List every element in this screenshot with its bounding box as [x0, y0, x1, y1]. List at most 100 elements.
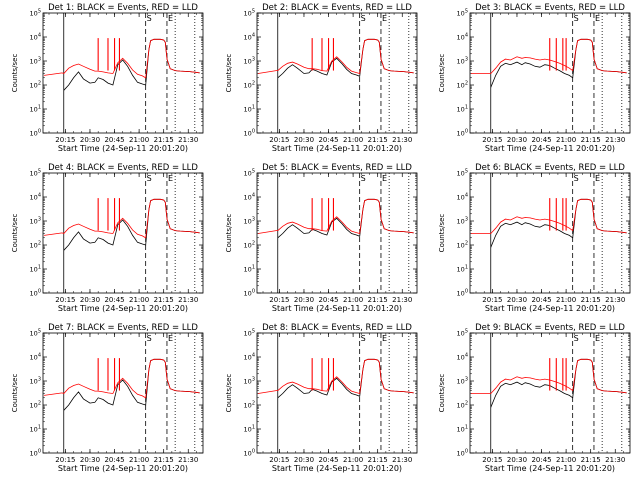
x-tick-label: 20:30: [294, 456, 314, 464]
marker-label-s: S: [147, 334, 152, 343]
plot-frame: [256, 12, 418, 134]
marker-label-e: E: [168, 14, 173, 23]
x-tick-label: 20:45: [318, 136, 338, 144]
marker-label-e: E: [595, 14, 600, 23]
x-tick-label: 20:15: [55, 296, 75, 304]
lld-series-line: [44, 198, 200, 239]
x-tick-label: 20:15: [482, 296, 502, 304]
lld-series-line: [471, 198, 627, 234]
chart-panel: Det 1: BLACK = Events, RED = LLD 100 101 10…: [11, 3, 204, 153]
y-tick-label: 102: [30, 81, 41, 90]
x-tick-label: 21:30: [178, 136, 198, 144]
x-tick-label: 20:45: [318, 296, 338, 304]
y-tick-label: 105: [244, 329, 255, 338]
chart-title: Det 9: BLACK = Events, RED = LLD: [475, 323, 625, 333]
x-tick-label: 20:45: [104, 136, 124, 144]
y-tick-label: 104: [30, 193, 41, 202]
y-tick-label: 100: [244, 129, 255, 138]
x-tick-label: 20:30: [507, 456, 527, 464]
chart-panel: Det 8: BLACK = Events, RED = LLD 100 101 10…: [225, 323, 418, 473]
y-tick-label: 101: [30, 105, 41, 114]
y-tick-label: 102: [30, 241, 41, 250]
y-tick-label: 100: [457, 449, 468, 458]
x-axis-label: Start Time (24-Sep-11 20:01:20): [58, 144, 188, 153]
y-axis-label: Counts/sec: [11, 214, 19, 253]
y-tick-label: 103: [30, 57, 41, 66]
chart-title: Det 6: BLACK = Events, RED = LLD: [475, 163, 625, 173]
marker-label-s: S: [361, 174, 366, 183]
x-tick-label: 21:15: [368, 456, 388, 464]
y-tick-label: 105: [30, 169, 41, 178]
y-tick-label: 103: [244, 217, 255, 226]
y-axis-label: Counts/sec: [225, 374, 233, 413]
x-tick-label: 20:15: [269, 136, 289, 144]
y-tick-label: 103: [457, 217, 468, 226]
x-axis-label: Start Time (24-Sep-11 20:01:20): [485, 304, 615, 313]
y-tick-label: 103: [457, 57, 468, 66]
marker-label-s: S: [574, 334, 579, 343]
chart-panel: Det 5: BLACK = Events, RED = LLD 100 101 10…: [225, 163, 418, 313]
x-tick-label: 21:30: [392, 136, 412, 144]
y-tick-label: 104: [244, 33, 255, 42]
y-tick-label: 104: [457, 33, 468, 42]
x-tick-label: 20:45: [104, 296, 124, 304]
x-axis-label: Start Time (24-Sep-11 20:01:20): [58, 464, 188, 473]
y-tick-label: 101: [457, 425, 468, 434]
x-tick-label: 21:15: [154, 136, 174, 144]
plot-frame: [469, 172, 631, 294]
lld-series-line: [471, 38, 627, 74]
chart-title: Det 8: BLACK = Events, RED = LLD: [262, 323, 412, 333]
x-tick-label: 21:30: [605, 456, 625, 464]
x-tick-label: 21:00: [129, 296, 149, 304]
x-tick-label: 21:15: [581, 456, 601, 464]
chart-title: Det 4: BLACK = Events, RED = LLD: [48, 163, 198, 173]
y-tick-label: 100: [30, 289, 41, 298]
y-tick-label: 100: [244, 449, 255, 458]
y-tick-label: 102: [244, 401, 255, 410]
y-tick-label: 101: [457, 265, 468, 274]
y-tick-label: 104: [244, 193, 255, 202]
y-tick-label: 102: [244, 81, 255, 90]
x-tick-label: 21:30: [392, 296, 412, 304]
chart-panel: Det 4: BLACK = Events, RED = LLD 100 101 10…: [11, 163, 204, 313]
x-tick-label: 20:15: [269, 296, 289, 304]
y-tick-label: 101: [244, 425, 255, 434]
y-tick-label: 102: [244, 241, 255, 250]
x-tick-label: 20:45: [104, 456, 124, 464]
lld-series-line: [44, 358, 200, 399]
chart-title: Det 5: BLACK = Events, RED = LLD: [262, 163, 412, 173]
x-axis-label: Start Time (24-Sep-11 20:01:20): [485, 144, 615, 153]
chart-panel: Det 6: BLACK = Events, RED = LLD 100 101 10…: [438, 163, 631, 313]
x-tick-label: 21:30: [178, 456, 198, 464]
x-tick-label: 21:30: [178, 296, 198, 304]
x-tick-label: 21:15: [581, 296, 601, 304]
marker-label-e: E: [382, 174, 387, 183]
y-tick-label: 102: [457, 241, 468, 250]
marker-label-e: E: [382, 334, 387, 343]
chart-title: Det 3: BLACK = Events, RED = LLD: [475, 3, 625, 13]
marker-label-s: S: [574, 14, 579, 23]
x-tick-label: 21:00: [343, 296, 363, 304]
lld-series-line: [258, 198, 414, 235]
x-tick-label: 20:15: [55, 136, 75, 144]
x-tick-label: 20:15: [269, 456, 289, 464]
y-tick-label: 100: [30, 129, 41, 138]
marker-label-s: S: [147, 174, 152, 183]
y-axis-label: Counts/sec: [225, 54, 233, 93]
x-tick-label: 20:45: [531, 456, 551, 464]
marker-label-e: E: [382, 14, 387, 23]
y-tick-label: 105: [30, 9, 41, 18]
y-tick-label: 105: [457, 9, 468, 18]
chart-title: Det 2: BLACK = Events, RED = LLD: [262, 3, 412, 13]
y-tick-label: 105: [244, 9, 255, 18]
y-tick-label: 105: [30, 329, 41, 338]
y-tick-label: 105: [457, 329, 468, 338]
y-tick-label: 101: [244, 265, 255, 274]
chart-title: Det 1: BLACK = Events, RED = LLD: [48, 3, 198, 13]
plot-frame: [42, 12, 204, 134]
y-axis-label: Counts/sec: [225, 214, 233, 253]
y-tick-label: 100: [457, 289, 468, 298]
plot-frame: [256, 332, 418, 454]
marker-label-e: E: [595, 334, 600, 343]
